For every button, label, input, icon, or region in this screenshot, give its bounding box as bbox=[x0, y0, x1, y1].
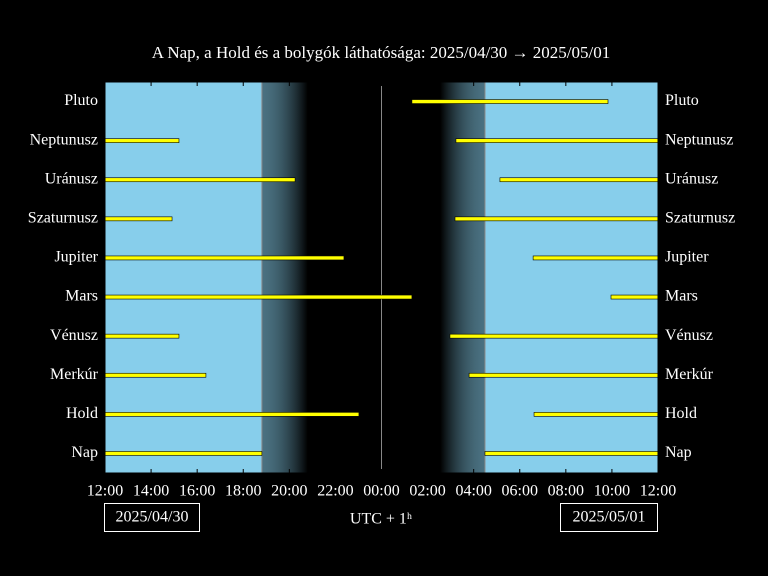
row-label: Pluto bbox=[665, 92, 699, 109]
dusk bbox=[261, 82, 308, 473]
x-tick-label: 14:00 bbox=[133, 483, 169, 500]
visibility-bar bbox=[104, 255, 345, 261]
day bbox=[484, 82, 658, 473]
chart-title: A Nap, a Hold és a bolygók láthatósága: … bbox=[152, 43, 610, 62]
row-label: Vénusz bbox=[665, 327, 713, 344]
row-label: Jupiter bbox=[665, 249, 709, 266]
row-label: Neptunusz bbox=[665, 131, 733, 148]
row-label: Nap bbox=[665, 444, 692, 461]
visibility-bar bbox=[449, 333, 659, 339]
visibility-bar bbox=[104, 177, 296, 183]
visibility-bar bbox=[104, 333, 180, 339]
visibility-bar bbox=[484, 451, 659, 456]
x-tick-label: 12:00 bbox=[87, 483, 123, 500]
end-date: 2025/05/01 bbox=[573, 509, 646, 526]
visibility-bar bbox=[104, 412, 360, 417]
start-date: 2025/04/30 bbox=[116, 509, 189, 526]
x-tick-label: 04:00 bbox=[455, 483, 491, 500]
row-label: Vénusz bbox=[50, 327, 98, 344]
visibility-bar bbox=[104, 138, 180, 143]
visibility-bar bbox=[499, 177, 659, 183]
row-label: Hold bbox=[66, 405, 98, 422]
visibility-bar bbox=[533, 412, 659, 417]
row-label: Merkúr bbox=[665, 366, 714, 383]
row-label: Pluto bbox=[64, 92, 98, 109]
row-label: Szaturnusz bbox=[665, 210, 735, 227]
day bbox=[105, 82, 262, 473]
visibility-bar bbox=[411, 99, 609, 104]
row-label: Mars bbox=[65, 288, 98, 305]
row-label: Neptunusz bbox=[30, 131, 98, 148]
date-box bbox=[560, 503, 658, 532]
x-tick-label: 22:00 bbox=[317, 483, 353, 500]
x-tick-label: 12:00 bbox=[640, 483, 676, 500]
x-tick-label: 16:00 bbox=[179, 483, 215, 500]
visibility-bar bbox=[532, 255, 659, 261]
row-label: Hold bbox=[665, 405, 697, 422]
row-label: Merkúr bbox=[50, 366, 99, 383]
x-tick-label: 18:00 bbox=[225, 483, 261, 500]
row-label: Uránusz bbox=[665, 170, 718, 187]
row-label: Mars bbox=[665, 288, 698, 305]
row-label: Uránusz bbox=[45, 170, 98, 187]
row-label: Nap bbox=[71, 444, 98, 461]
x-tick-label: 08:00 bbox=[548, 483, 584, 500]
x-tick-label: 00:00 bbox=[363, 483, 399, 500]
visibility-bar bbox=[104, 294, 413, 300]
row-label: Szaturnusz bbox=[28, 210, 98, 227]
date-box bbox=[104, 503, 200, 532]
x-tick-label: 20:00 bbox=[271, 483, 307, 500]
visibility-bar bbox=[454, 216, 659, 222]
visibility-bar bbox=[104, 451, 263, 456]
visibility-bar bbox=[104, 372, 207, 378]
visibility-bar bbox=[610, 294, 659, 300]
dawn bbox=[440, 82, 485, 473]
x-tick-label: 02:00 bbox=[409, 483, 445, 500]
x-axis-label: UTC + 1ʰ bbox=[350, 511, 412, 528]
x-tick-label: 10:00 bbox=[594, 483, 630, 500]
visibility-bar bbox=[104, 216, 173, 222]
visibility-bar bbox=[468, 372, 659, 378]
row-label: Jupiter bbox=[54, 249, 98, 266]
visibility-bar bbox=[455, 138, 659, 143]
x-tick-label: 06:00 bbox=[502, 483, 538, 500]
